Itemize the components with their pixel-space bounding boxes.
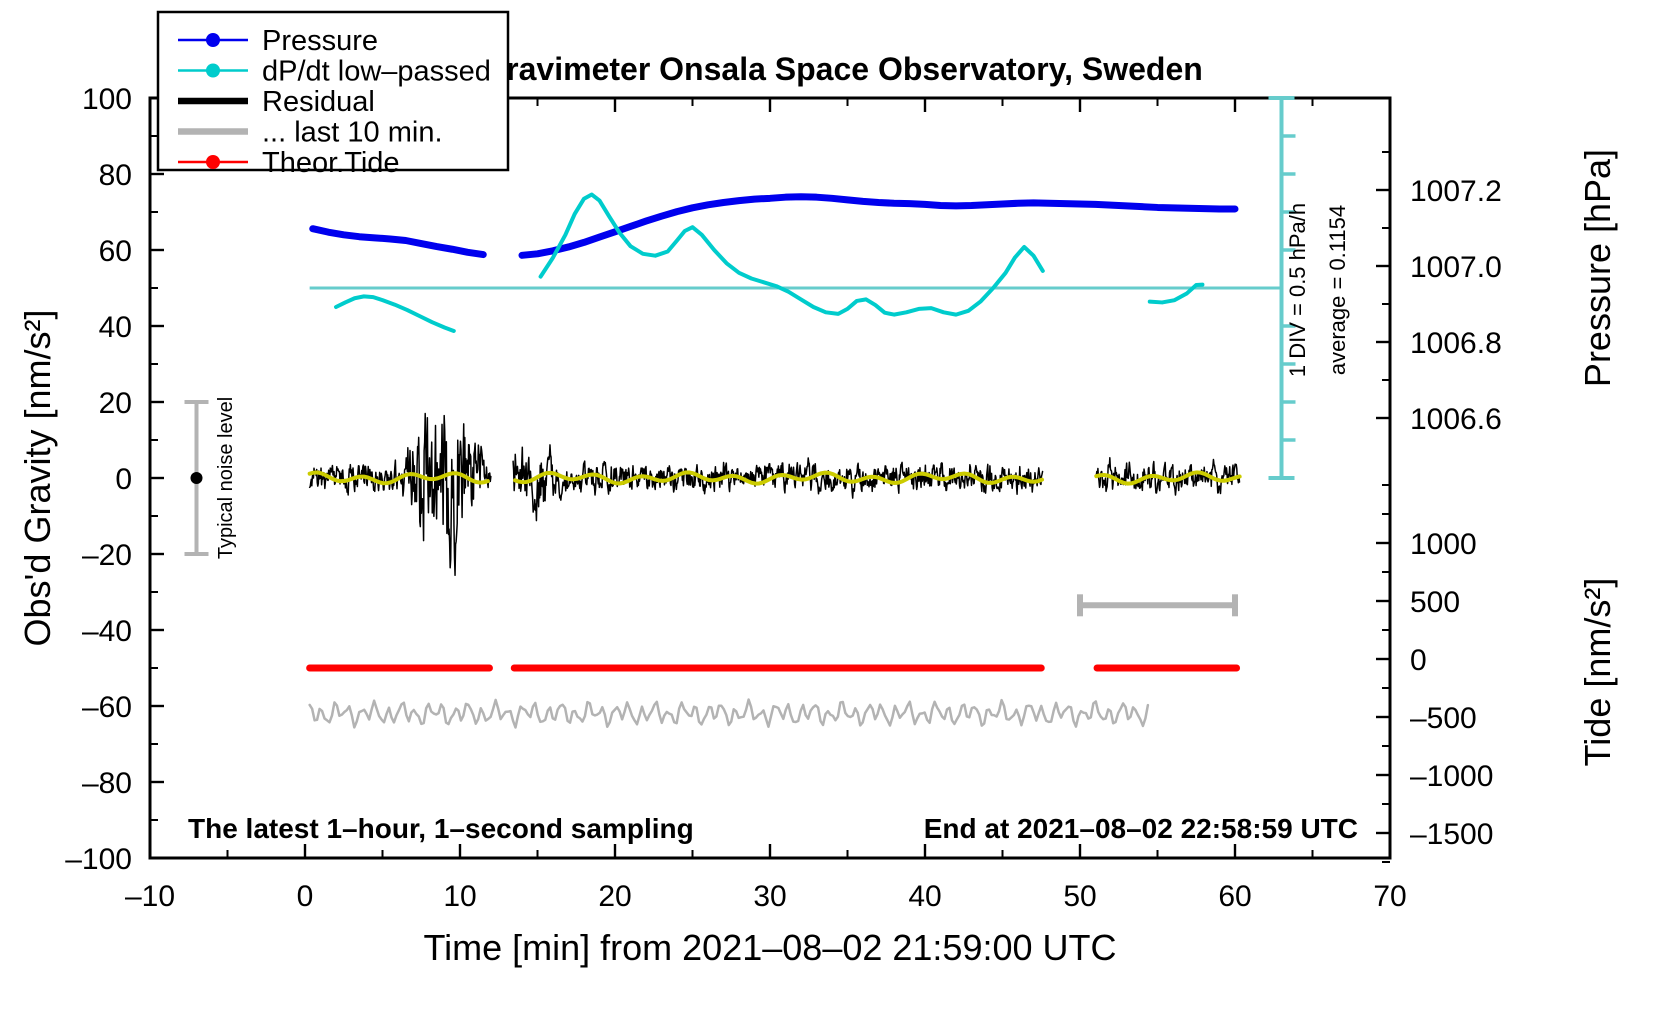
svg-text:60: 60 [1218,880,1251,913]
svg-text:40: 40 [908,880,941,913]
pressure-trace [309,225,487,259]
svg-text:1006.6: 1006.6 [1410,403,1502,436]
svg-text:0: 0 [297,880,314,913]
x-axis-title: Time [min] from 2021–08–02 21:59:00 UTC [423,927,1116,968]
legend-marker [206,155,220,169]
svg-text:–1000: –1000 [1410,760,1493,793]
data-series-layer [306,192,1282,729]
svg-text:–80: –80 [82,767,132,800]
svg-text:–500: –500 [1410,702,1477,735]
svg-text:0: 0 [115,463,132,496]
footer-right-text: End at 2021–08–02 22:58:59 UTC [924,813,1358,844]
dpdt-trace [334,294,456,333]
svg-text:100: 100 [82,83,132,116]
legend-item-dp-dt-low-passed[interactable]: dP/dt low–passed [178,56,491,88]
svg-text:1007.2: 1007.2 [1410,175,1502,208]
legend-marker [206,33,220,47]
footer-left-text: The latest 1–hour, 1–second sampling [188,813,694,844]
svg-text:–10: –10 [125,880,175,913]
svg-text:–60: –60 [82,691,132,724]
svg-text:40: 40 [99,311,132,344]
legend-item-pressure[interactable]: Pressure [178,25,378,57]
svg-text:–1500: –1500 [1410,818,1493,851]
svg-text:30: 30 [753,880,786,913]
legend-label: dP/dt low–passed [262,56,491,88]
svg-text:60: 60 [99,235,132,268]
dpdt-trace [538,192,1045,317]
y-axis-right-pressure-title: Pressure [hPa] [1577,149,1618,387]
svg-text:1007.0: 1007.0 [1410,251,1502,284]
svg-text:70: 70 [1373,880,1406,913]
annotation-layer [184,96,1296,617]
legend-label: Residual [262,86,375,118]
svg-text:10: 10 [443,880,476,913]
svg-text:–40: –40 [82,615,132,648]
div-scale-label: 1 DIV = 0.5 hPa/h [1285,203,1310,377]
svg-text:80: 80 [99,159,132,192]
legend-item-last-10-min[interactable]: ... last 10 min. [178,117,443,149]
residual-lowpass-trace [1094,470,1242,486]
legend-item-residual[interactable]: Residual [178,86,375,118]
last-10min-trace [308,698,1150,729]
noise-level-center-dot [190,472,203,484]
residual-lowpass-trace [307,470,490,486]
legend-marker [206,63,220,78]
svg-text:1000: 1000 [1410,528,1477,561]
svg-text:0: 0 [1410,644,1427,677]
svg-text:1006.8: 1006.8 [1410,327,1502,360]
svg-text:20: 20 [99,387,132,420]
noise-level-label: Typical noise level [215,397,237,559]
svg-text:50: 50 [1063,880,1096,913]
residual-lowpass-trace [513,470,1045,486]
axes-layer: –10 0 10 20 30 40 50 60 70100806040200–20–40–60–… [65,83,1502,913]
svg-text:–100: –100 [65,843,132,876]
svg-text:500: 500 [1410,586,1460,619]
dpdt-trace [1147,282,1205,305]
svg-text:–20: –20 [82,539,132,572]
legend-label: Theor.Tide [262,147,400,179]
legend-item-theor-tide[interactable]: Theor.Tide [178,147,400,179]
pressure-trace [518,193,1239,259]
average-label: average = 0.1154 [1325,205,1350,375]
svg-text:20: 20 [598,880,631,913]
legend-label: ... last 10 min. [262,117,443,149]
legend-label: Pressure [262,25,378,57]
y-axis-right-tide-title: Tide [nm/s²] [1577,578,1618,767]
y-axis-left-title: Obs'd Gravity [nm/s²] [17,310,58,647]
